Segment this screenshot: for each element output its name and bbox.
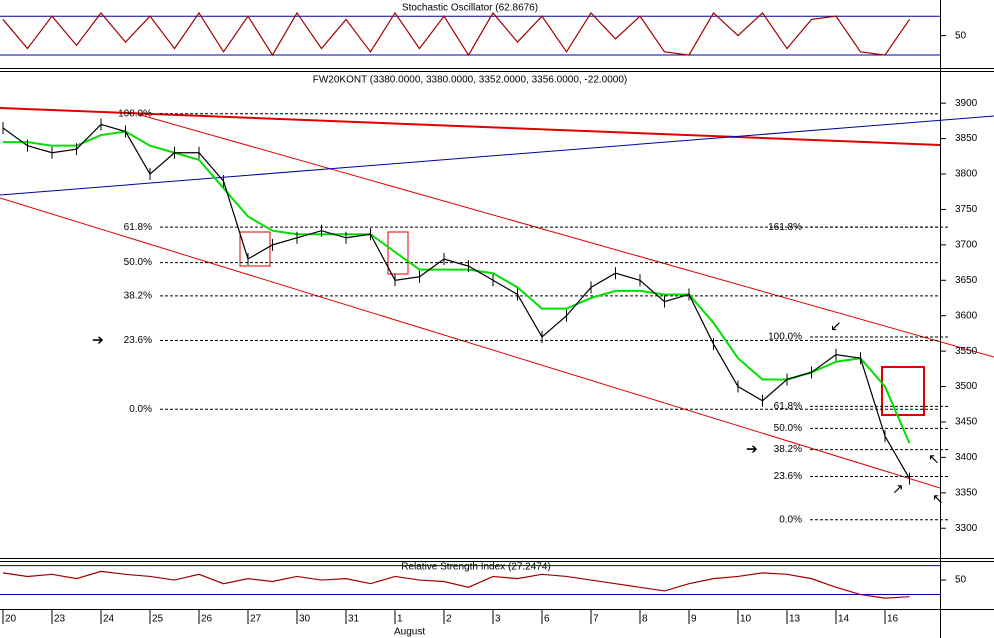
fib-label: 61.8% bbox=[124, 222, 152, 233]
x-tick-label: 23 bbox=[54, 614, 66, 625]
fib-label: 100.0% bbox=[768, 332, 802, 343]
x-tick-label: 20 bbox=[5, 614, 17, 625]
y-tick-label: 3700 bbox=[955, 240, 978, 251]
x-tick-label: 26 bbox=[201, 614, 213, 625]
x-tick-label: 25 bbox=[152, 614, 164, 625]
y-tick-label: 3550 bbox=[955, 346, 978, 357]
y-tick-label: 3450 bbox=[955, 417, 978, 428]
svg-text:➔: ➔ bbox=[92, 332, 104, 348]
stochastic-line bbox=[2, 11, 910, 57]
x-tick-label: 24 bbox=[103, 614, 115, 625]
y-tick-label: 50 bbox=[955, 30, 967, 41]
fib-label: 38.2% bbox=[124, 291, 152, 302]
y-tick-label: 3500 bbox=[955, 381, 978, 392]
fib-label: 161.8% bbox=[768, 222, 802, 233]
x-tick-label: 8 bbox=[642, 614, 648, 625]
y-tick-label: 3350 bbox=[955, 487, 978, 498]
arrows: ➔ ➔ ↙ ↖ ↗ ↖ bbox=[92, 318, 944, 507]
y-tick-label: 3400 bbox=[955, 452, 978, 463]
x-tick-label: 30 bbox=[299, 614, 311, 625]
x-tick-label: 31 bbox=[348, 614, 360, 625]
month-label: August bbox=[394, 627, 425, 638]
x-tick-label: 14 bbox=[838, 614, 850, 625]
x-tick-label: 7 bbox=[593, 614, 599, 625]
svg-text:↗: ↗ bbox=[892, 481, 904, 497]
trend-lines bbox=[0, 107, 994, 489]
fib-label: 0.0% bbox=[779, 514, 802, 525]
x-tick-label: 1 bbox=[397, 614, 403, 625]
y-tick-label: 3300 bbox=[955, 523, 978, 534]
fib-label: 50.0% bbox=[774, 423, 802, 434]
y-tick-label: 3650 bbox=[955, 275, 978, 286]
y-tick-label: 3600 bbox=[955, 310, 978, 321]
fib-label: 23.6% bbox=[774, 471, 802, 482]
price-line bbox=[3, 130, 911, 444]
fib-label: 23.6% bbox=[124, 335, 152, 346]
y-tick-label: 3750 bbox=[955, 204, 978, 215]
svg-text:↖: ↖ bbox=[928, 451, 940, 467]
svg-text:↙: ↙ bbox=[830, 318, 842, 334]
chart-title: FW20KONT (3380.0000, 3380.0000, 3352.000… bbox=[313, 75, 628, 86]
rsi-title: Relative Strength Index (27.2474) bbox=[401, 562, 551, 573]
x-tick-label: 9 bbox=[691, 614, 697, 625]
fib-label: 61.8% bbox=[774, 401, 802, 412]
y-tick-label: 3900 bbox=[955, 98, 978, 109]
x-tick-label: 3 bbox=[495, 614, 501, 625]
y-tick-label: 50 bbox=[955, 575, 967, 586]
fib-label: 38.2% bbox=[774, 444, 802, 455]
price-line bbox=[2, 123, 911, 479]
fib-label: 0.0% bbox=[129, 404, 152, 415]
x-tick-label: 13 bbox=[789, 614, 801, 625]
y-tick-label: 3850 bbox=[955, 133, 978, 144]
x-tick-label: 10 bbox=[740, 614, 752, 625]
svg-text:↖: ↖ bbox=[932, 491, 944, 507]
stochastic-title: Stochastic Oscillator (62.8676) bbox=[402, 3, 538, 14]
rsi-line bbox=[2, 570, 910, 599]
fib-label: 100.0% bbox=[118, 108, 152, 119]
x-tick-label: 16 bbox=[887, 614, 899, 625]
x-tick-label: 2 bbox=[446, 614, 452, 625]
x-tick-label: 6 bbox=[544, 614, 550, 625]
svg-text:➔: ➔ bbox=[746, 441, 758, 457]
y-tick-label: 3800 bbox=[955, 169, 978, 180]
x-tick-label: 27 bbox=[250, 614, 262, 625]
fib-label: 50.0% bbox=[124, 257, 152, 268]
